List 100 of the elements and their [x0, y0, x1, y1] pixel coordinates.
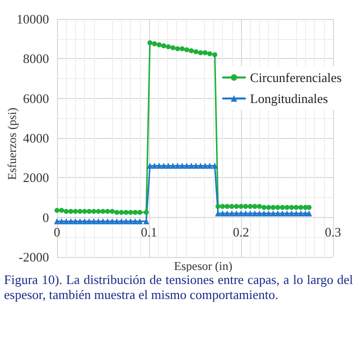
- legend-label: Circunferenciales: [250, 70, 342, 85]
- x-tick-label: 0.2: [232, 224, 250, 240]
- point: [146, 162, 153, 169]
- point: [132, 210, 138, 215]
- point: [242, 210, 249, 216]
- point: [275, 204, 280, 210]
- point: [184, 47, 190, 52]
- point: [118, 210, 124, 215]
- point: [86, 218, 92, 224]
- point: [105, 208, 110, 214]
- point: [284, 210, 290, 216]
- point: [114, 210, 120, 215]
- point: [68, 208, 74, 214]
- point: [161, 43, 166, 48]
- y-tick-label: 8000: [23, 51, 49, 66]
- point: [298, 210, 304, 216]
- point: [198, 162, 204, 169]
- point: [128, 218, 134, 224]
- point: [82, 218, 88, 224]
- legend-label: Longitudinales: [250, 91, 328, 106]
- point: [266, 204, 272, 210]
- point: [72, 218, 78, 224]
- point: [90, 218, 97, 224]
- point: [170, 45, 176, 50]
- point: [128, 210, 134, 215]
- point: [274, 210, 281, 216]
- point: [110, 208, 115, 214]
- point: [175, 46, 180, 52]
- point: [220, 210, 226, 216]
- point: [248, 204, 253, 209]
- point: [144, 210, 149, 215]
- point: [228, 210, 235, 216]
- y-tick-label: 4000: [23, 130, 49, 146]
- point: [180, 46, 185, 52]
- point: [54, 208, 60, 213]
- point: [266, 210, 272, 216]
- point: [109, 218, 116, 224]
- point: [247, 210, 254, 216]
- point: [58, 218, 65, 224]
- point: [252, 210, 258, 216]
- point: [234, 204, 239, 209]
- point: [207, 51, 212, 56]
- point: [256, 210, 262, 216]
- point: [289, 204, 294, 210]
- point: [86, 208, 92, 214]
- point: [188, 162, 194, 169]
- point: [261, 210, 267, 216]
- point: [78, 208, 82, 214]
- point: [224, 210, 230, 216]
- point: [262, 204, 266, 210]
- y-tick-label: 10000: [16, 12, 49, 26]
- point: [293, 210, 300, 216]
- point: [114, 218, 120, 224]
- point: [202, 50, 208, 56]
- point: [147, 40, 152, 46]
- point: [137, 210, 142, 215]
- y-tick-label: -2000: [18, 250, 49, 264]
- point: [136, 218, 143, 224]
- point: [124, 210, 128, 215]
- point: [118, 218, 124, 224]
- point: [198, 50, 204, 56]
- point: [152, 162, 158, 169]
- point: [238, 204, 244, 209]
- point: [216, 204, 220, 209]
- point: [156, 162, 162, 169]
- point: [256, 204, 262, 209]
- point: [77, 218, 83, 224]
- point: [160, 162, 167, 169]
- point: [298, 204, 304, 210]
- point: [193, 49, 198, 54]
- point: [72, 208, 78, 214]
- y-axis-title: Esfuerzos (psi): [5, 108, 19, 180]
- x-tick-label: 0.3: [324, 224, 342, 240]
- point: [306, 204, 312, 210]
- point: [179, 162, 186, 169]
- point: [280, 204, 285, 210]
- point: [170, 162, 176, 169]
- text: Figura 10). La distribución de tensiones entre capas, a lo largo del espesor, también muestra el mismo comportamiento.: [4, 272, 353, 302]
- point: [64, 208, 69, 214]
- point: [165, 162, 172, 169]
- point: [229, 204, 234, 209]
- point: [192, 162, 199, 169]
- point: [212, 162, 218, 169]
- point: [184, 162, 190, 169]
- point: [294, 204, 299, 210]
- point: [54, 218, 60, 224]
- y-tick-label: 0: [42, 210, 49, 225]
- point: [206, 162, 213, 169]
- point: [270, 210, 276, 216]
- point: [174, 162, 181, 169]
- point: [212, 52, 218, 58]
- point: [91, 208, 96, 214]
- point: [270, 204, 276, 210]
- point: [104, 218, 111, 224]
- point: [100, 218, 106, 224]
- point: [63, 218, 70, 224]
- point: [288, 210, 295, 216]
- point: [238, 210, 244, 216]
- point: [306, 210, 312, 216]
- point: [68, 218, 74, 224]
